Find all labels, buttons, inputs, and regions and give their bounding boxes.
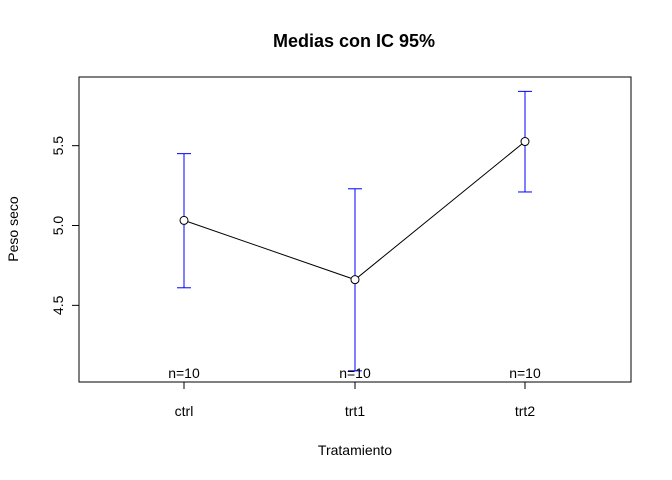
point-ctrl bbox=[179, 215, 189, 225]
n-label-trt2: n=10 bbox=[509, 365, 541, 381]
y-tick-label: 4.5 bbox=[50, 295, 66, 315]
point-trt2 bbox=[520, 137, 530, 147]
x-axis: ctrl trt1 trt2 bbox=[175, 381, 535, 419]
y-axis-label: Peso seco bbox=[5, 196, 21, 262]
chart-title: Medias con IC 95% bbox=[273, 31, 435, 51]
x-tick-label-ctrl: ctrl bbox=[175, 403, 194, 419]
point-trt1 bbox=[350, 275, 360, 285]
x-tick-label-trt2: trt2 bbox=[515, 403, 535, 419]
points bbox=[179, 137, 530, 285]
y-tick-label: 5.5 bbox=[50, 136, 66, 156]
x-tick-label-trt1: trt1 bbox=[345, 403, 365, 419]
n-label-ctrl: n=10 bbox=[168, 365, 200, 381]
y-axis: 4.5 5.0 5.5 bbox=[50, 136, 80, 315]
n-labels: n=10 n=10 n=10 bbox=[168, 365, 541, 381]
y-tick-label: 5.0 bbox=[50, 216, 66, 236]
ci-bars bbox=[177, 90, 532, 372]
n-label-trt1: n=10 bbox=[339, 365, 371, 381]
x-axis-label: Tratamiento bbox=[318, 442, 392, 458]
